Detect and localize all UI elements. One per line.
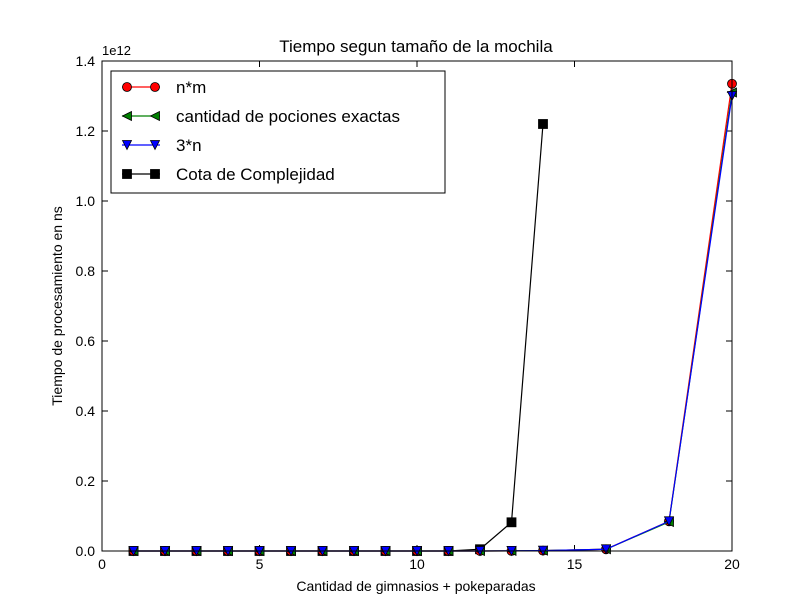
legend-item: Cota de Complejidad — [122, 165, 335, 184]
plot-area-frame — [101, 60, 733, 552]
y-axis-label: Tiempo de procesamiento en ns — [49, 206, 65, 405]
x-axis-label: Cantidad de gimnasios + pokeparadas — [296, 578, 535, 594]
x-tick-label: 20 — [724, 556, 740, 572]
legend-label: Cota de Complejidad — [176, 165, 335, 184]
x-tick-label: 10 — [409, 556, 425, 572]
legend-marker — [121, 140, 133, 151]
legend-marker — [150, 82, 160, 92]
legend-label: n*m — [176, 78, 206, 97]
legend-label: 3*n — [176, 136, 202, 155]
legend-marker — [149, 140, 161, 151]
chart-title: Tiempo segun tamaño de la mochila — [279, 37, 553, 56]
x-tick-label: 0 — [98, 556, 106, 572]
x-tick-label: 15 — [567, 556, 583, 572]
legend-label: cantidad de pociones exactas — [176, 107, 400, 126]
legend-item: 3*n — [121, 136, 202, 155]
legend-item: cantidad de pociones exactas — [121, 107, 400, 126]
data-point — [663, 516, 675, 527]
y-tick-label: 0.8 — [76, 263, 96, 279]
axis-ticks: 0 5 10 15 20 0.0 0.2 0.4 0.6 0.8 1.0 1.2 1.4 — [76, 53, 740, 572]
legend-item: n*m — [122, 78, 206, 97]
legend-marker — [121, 110, 132, 122]
legend-marker — [150, 169, 160, 179]
x-tick-label: 5 — [256, 556, 264, 572]
legend-frame — [110, 70, 446, 194]
y-tick-label: 0.4 — [76, 403, 96, 419]
y-tick-label: 1.0 — [76, 193, 96, 209]
y-tick-label: 0.2 — [76, 473, 96, 489]
data-point — [538, 119, 548, 129]
legend: n*m cantidad de pociones exactas 3*n Cota d… — [110, 70, 446, 194]
y-tick-label: 1.2 — [76, 123, 96, 139]
legend-marker — [149, 110, 160, 122]
y-axis-scale-label: 1e12 — [102, 43, 131, 58]
legend-marker — [122, 82, 132, 92]
data-point — [600, 544, 612, 555]
y-tick-label: 0.0 — [76, 543, 96, 559]
legend-marker — [122, 169, 132, 179]
data-point — [506, 517, 517, 528]
y-tick-label: 1.4 — [76, 53, 96, 69]
y-tick-label: 0.6 — [76, 333, 96, 349]
